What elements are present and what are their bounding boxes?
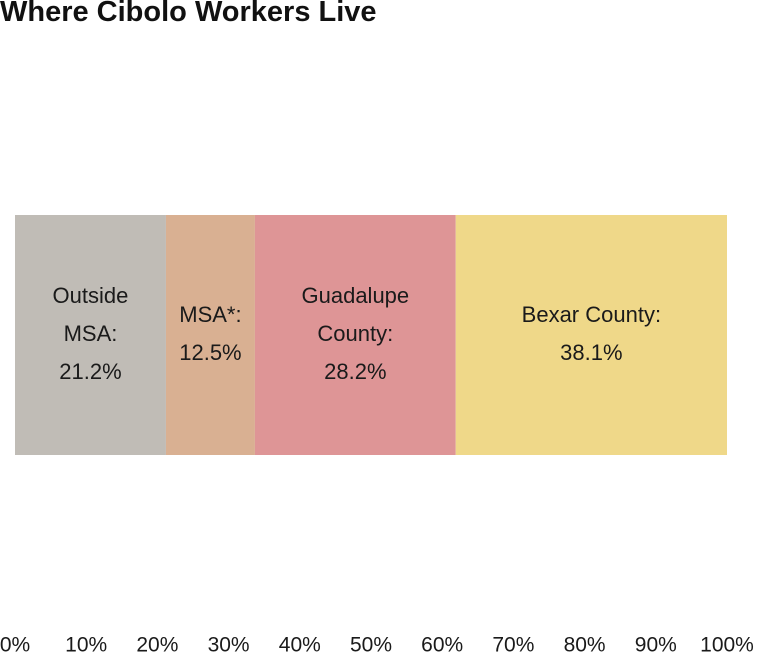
segment-labels: Outside MSA: 21.2% MSA*: 12.5% Guadalupe Count… xyxy=(53,283,662,384)
x-tick-label: 80% xyxy=(564,634,606,657)
x-tick-label: 90% xyxy=(635,634,677,657)
x-tick-label: 70% xyxy=(492,634,534,657)
x-axis-tick-labels: 0% 10% 20% 30% 40% 50% 60% 70% 80% 90% 100% xyxy=(0,634,754,657)
chart-title: Where Cibolo Workers Live xyxy=(0,0,377,28)
data-label-msa: MSA*: 12.5% xyxy=(179,302,241,365)
x-tick-label: 20% xyxy=(136,634,178,657)
bar-segment-outside-msa xyxy=(15,215,166,455)
x-tick-label: 30% xyxy=(208,634,250,657)
x-tick-label: 40% xyxy=(279,634,321,657)
data-label-bexar-county: Bexar County: 38.1% xyxy=(522,302,661,365)
x-tick-label: 50% xyxy=(350,634,392,657)
bar-segment-guadalupe-county xyxy=(254,215,456,455)
data-label-outside-msa: Outside MSA: 21.2% xyxy=(53,283,129,384)
bar-segment-bexar-county xyxy=(455,215,727,455)
data-label-guadalupe-county: Guadalupe County: 28.2% xyxy=(302,283,410,384)
x-tick-label: 10% xyxy=(65,634,107,657)
x-tick-label: 0% xyxy=(0,634,30,657)
x-tick-label: 100% xyxy=(700,634,754,657)
x-tick-label: 60% xyxy=(421,634,463,657)
bar-segments xyxy=(15,215,727,455)
bar-segment-msa xyxy=(165,215,255,455)
